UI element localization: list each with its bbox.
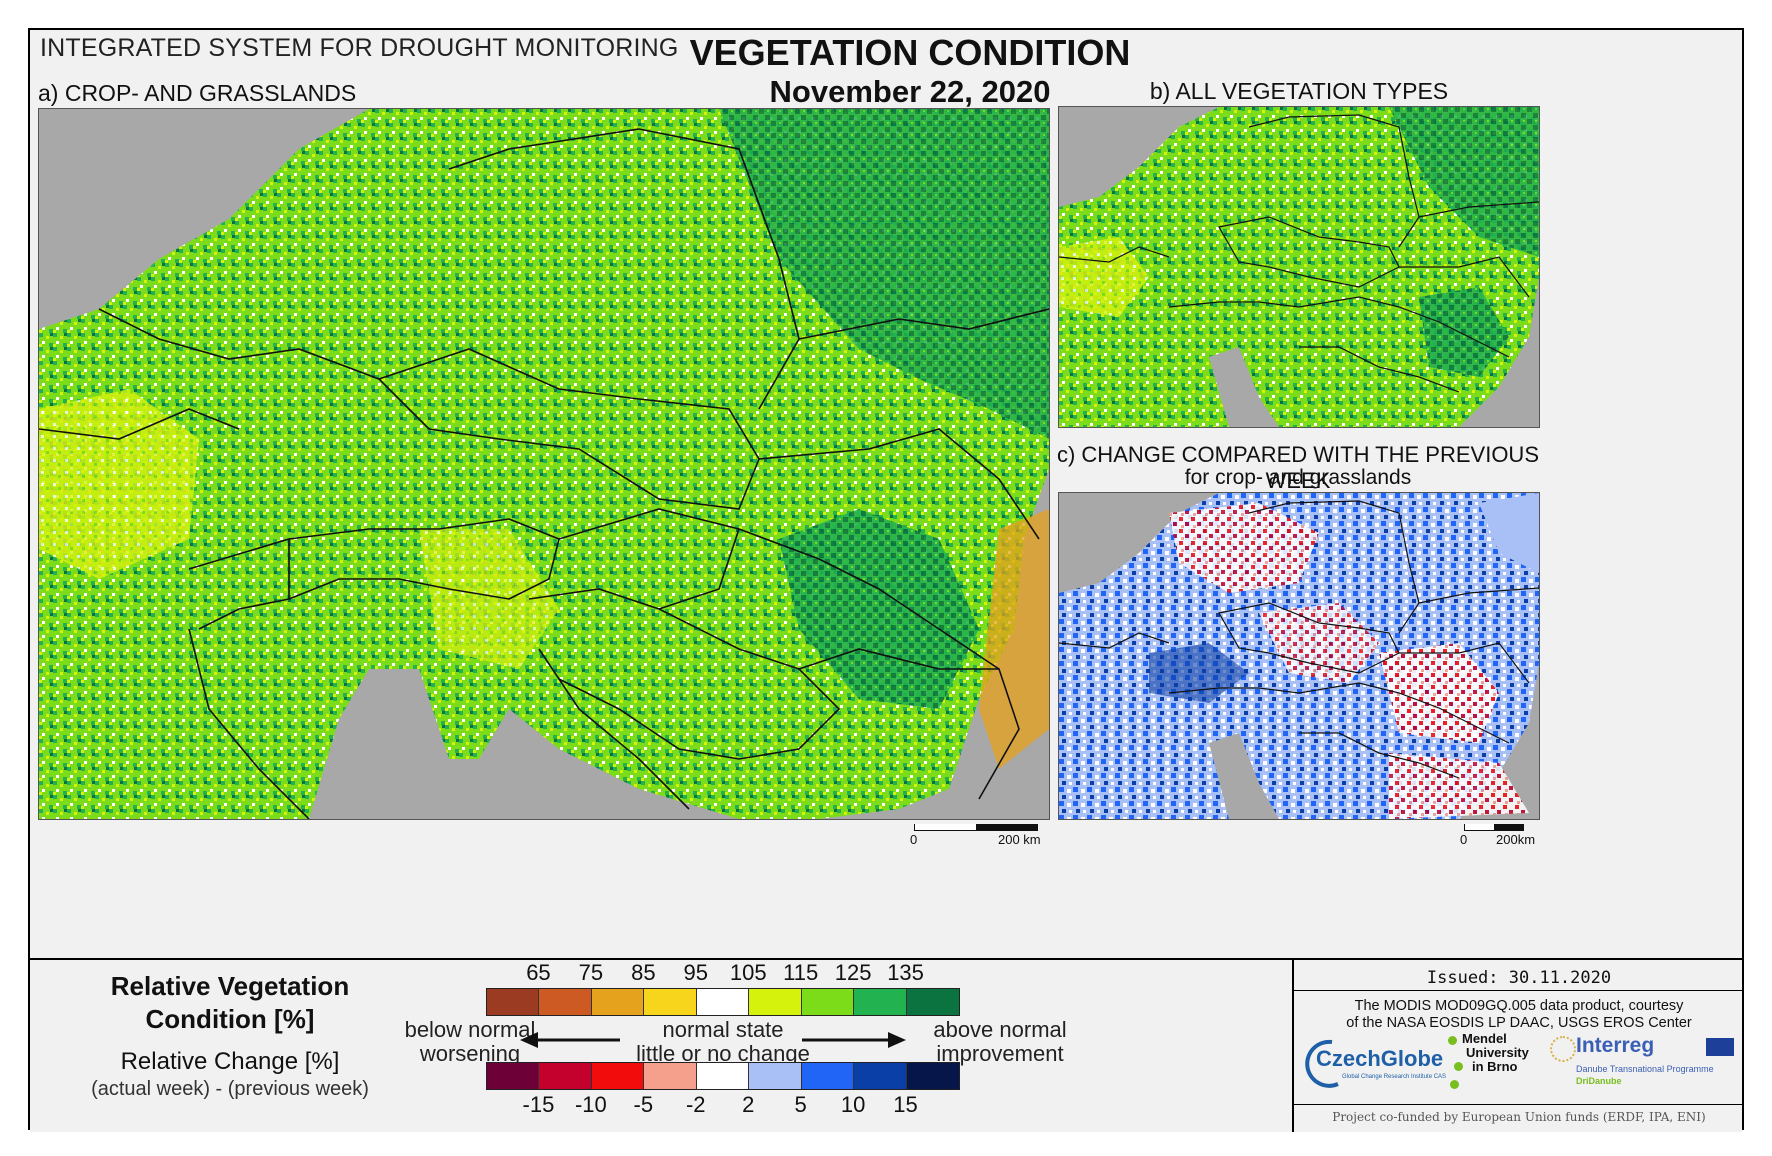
legend-tick-label: 15: [893, 1092, 918, 1117]
legend-swatch: [854, 989, 907, 1015]
scale-zero: 0: [910, 832, 918, 847]
legend-tick-label: -5: [633, 1092, 654, 1117]
panel-c-sublabel: for crop- and grasslands: [1184, 466, 1412, 489]
legend-tick-label: 95: [683, 960, 709, 985]
system-name: INTEGRATED SYSTEM FOR DROUGHT MONITORING: [40, 34, 679, 62]
panel-a-map: [38, 108, 1050, 820]
arrow-right-icon: [802, 1032, 906, 1048]
panel-c-scalebar: 0 200km: [1460, 824, 1535, 847]
data-source-credit: The MODIS MOD09GQ.005 data product, cour…: [1346, 998, 1692, 1031]
legend-swatch: [487, 989, 540, 1015]
legend-swatch: [854, 1063, 907, 1089]
scale-distance: 200 km: [998, 832, 1041, 847]
legend-panel: Relative Vegetation Condition [%] Relati…: [30, 958, 1744, 1132]
divider: [1294, 1104, 1744, 1105]
legend-tick-label: 115: [783, 960, 819, 985]
panel-b-map: [1058, 106, 1540, 428]
czechglobe-swoosh-icon: [1305, 1039, 1339, 1088]
legend-tick-label: 65: [526, 960, 551, 985]
legend-tick-label: 135: [887, 960, 924, 985]
legend-swatch: [906, 989, 959, 1015]
all-vegetation-condition-map: [1059, 107, 1539, 427]
panel-a-label: a) CROP- AND GRASSLANDS: [38, 80, 357, 106]
credits-panel: Issued: 30.11.2020 The MODIS MOD09GQ.005…: [1292, 960, 1744, 1132]
legend-swatch: [591, 1063, 645, 1089]
legend-swatch: [696, 1063, 750, 1089]
legend-tick-label: -15: [522, 1092, 555, 1117]
panel-b-label: b) ALL VEGETATION TYPES: [1149, 78, 1449, 104]
page-title: VEGETATION CONDITION: [689, 32, 1131, 73]
label-above-normal: above normal improvement: [933, 1017, 1067, 1066]
czechglobe-logo: CzechGlobe Global Change Research Instit…: [1302, 1036, 1452, 1090]
legend-tick-label: -2: [685, 1092, 706, 1117]
legend-swatch: [644, 989, 697, 1015]
interreg-logo: Interreg Danube Transnational Programme …: [1550, 1034, 1740, 1094]
legend-swatch: [749, 1063, 802, 1089]
label-below-normal: below normal worsening: [404, 1017, 536, 1066]
legend-swatch: [749, 989, 802, 1015]
map-poster: INTEGRATED SYSTEM FOR DROUGHT MONITORING…: [28, 28, 1744, 1132]
scale-distance: 200km: [1496, 832, 1536, 847]
adriatic-sea: [369, 669, 639, 819]
arrow-left-icon: [520, 1032, 620, 1048]
legend-swatch: [644, 1063, 697, 1089]
panel-c-map: [1058, 492, 1540, 820]
legend-tick-label: 85: [631, 960, 656, 985]
country-borders: [39, 128, 1049, 819]
legend-tick-label: 5: [794, 1092, 807, 1117]
legend-swatch: [906, 1063, 959, 1089]
legend-swatch: [487, 1063, 540, 1089]
map-date: November 22, 2020: [769, 74, 1051, 109]
legend-tick-label: 10: [840, 1092, 866, 1117]
legend-swatch: [801, 1063, 855, 1089]
legend-tick-label: 125: [834, 960, 872, 985]
rvc-legend-title: Relative Vegetation Condition [%]: [110, 971, 350, 1034]
weekly-change-map: [1059, 493, 1539, 819]
divider: [1294, 990, 1744, 991]
label-normal-state: normal state little or no change: [636, 1017, 810, 1066]
legend-tick-label: 105: [729, 960, 767, 985]
legend-swatch: [591, 989, 645, 1015]
rc-legend-subtitle: (actual week) - (previous week): [91, 1078, 369, 1100]
mendel-dot-icon: [1448, 1036, 1457, 1045]
mendel-dot-icon: [1454, 1062, 1463, 1071]
panel-c-label: c) CHANGE COMPARED WITH THE PREVIOUS WEE…: [1056, 442, 1539, 493]
crop-grassland-condition-map: [39, 109, 1049, 819]
rvc-color-ramp: [486, 988, 960, 1016]
legend-swatch: [539, 1063, 592, 1089]
mendel-dot-icon: [1450, 1080, 1459, 1089]
legend-tick-label: -10: [574, 1092, 607, 1117]
rc-legend-title: Relative Change [%]: [120, 1048, 340, 1075]
land-mass: [39, 109, 1049, 819]
cofunded-note: Project co-funded by European Union fund…: [1332, 1110, 1706, 1124]
panel-a-scalebar: 0 200 km: [910, 824, 1041, 847]
legend-swatch: [801, 989, 855, 1015]
legend-swatch: [539, 989, 592, 1015]
mendel-university-logo: Mendel University in Brno: [1448, 1032, 1544, 1094]
eu-flag-icon: [1706, 1038, 1734, 1056]
interreg-star-icon: [1550, 1036, 1576, 1062]
legend-tick-label: 75: [578, 960, 604, 985]
legend-swatch: [696, 989, 750, 1015]
legend-tick-label: 2: [742, 1092, 755, 1117]
issued-date: Issued: 30.11.2020: [1426, 968, 1612, 988]
scale-zero: 0: [1460, 832, 1468, 847]
rc-color-ramp: [486, 1062, 960, 1090]
